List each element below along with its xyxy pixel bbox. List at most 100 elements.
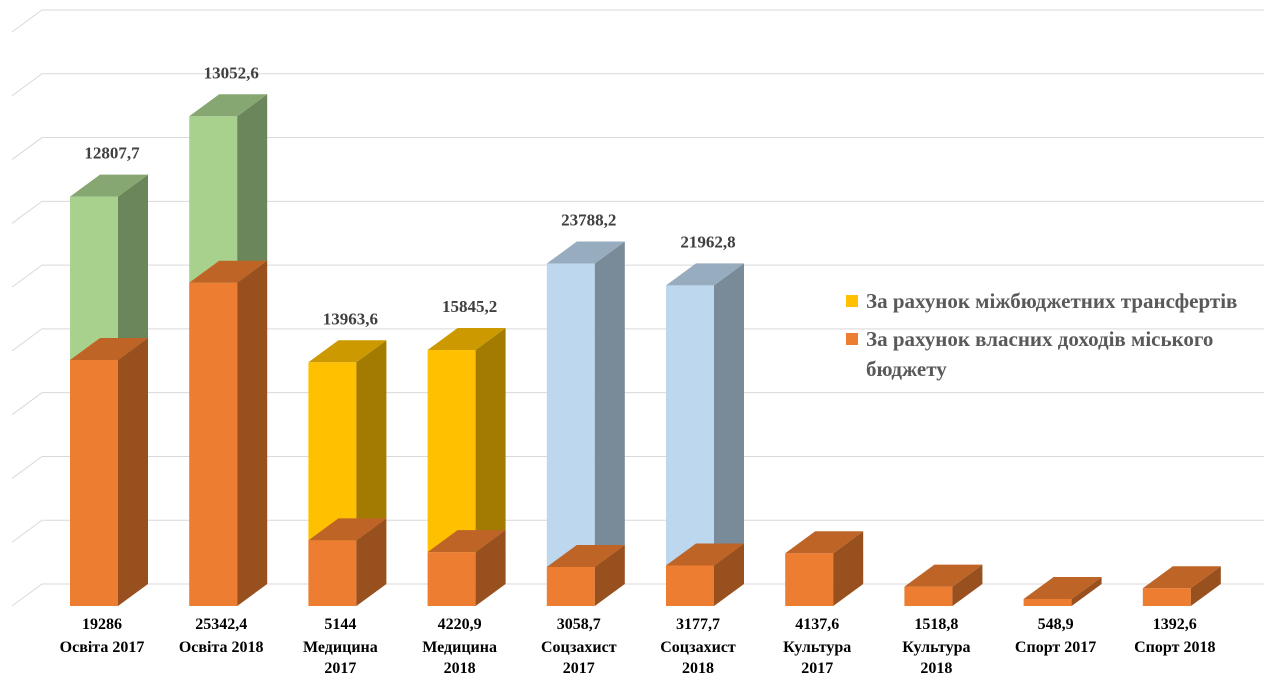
bar-transfers-front: [666, 285, 714, 566]
bar-own-revenue-front: [1023, 598, 1072, 606]
category-label: 2018: [682, 660, 714, 677]
legend-item-own-revenue: За рахунок власних доходів міського бюдж…: [846, 324, 1246, 384]
bar-transfers-front: [427, 350, 476, 553]
data-label-transfers: 23788,2: [561, 211, 616, 230]
data-label-own-revenue: 1392,6: [1153, 616, 1197, 633]
bar-own-revenue-front: [1142, 588, 1191, 606]
data-label-transfers: 12807,7: [84, 144, 140, 163]
bar-transfers-side: [118, 174, 148, 360]
bars: [70, 94, 1221, 606]
data-label-own-revenue: 4137,6: [795, 616, 839, 633]
bar-own-revenue-side: [1190, 566, 1221, 606]
bar-own-revenue-side: [594, 544, 625, 606]
bar-transfers-top: [308, 340, 387, 363]
data-label-own-revenue: 5144: [324, 616, 356, 633]
bar-transfers-top: [666, 263, 744, 286]
gridlines: [11, 9, 1264, 607]
category-label: 2018: [920, 660, 952, 677]
bar-transfers-side: [237, 94, 268, 283]
gridline: [11, 519, 1264, 543]
bar-own-revenue-side: [237, 260, 268, 606]
bar-own-revenue-side: [833, 531, 864, 606]
bar-transfers-front: [189, 116, 238, 283]
gridline: [11, 264, 1264, 288]
bar-transfers-side: [594, 241, 625, 567]
category-label: Медицина: [422, 639, 497, 656]
bar-own-revenue-front: [189, 282, 238, 606]
legend-label-own-revenue: За рахунок власних доходів міського бюдж…: [866, 327, 1214, 381]
bar-transfers-front: [546, 263, 595, 567]
bar-own-revenue-side: [475, 530, 506, 606]
bar-own-revenue-top: [666, 543, 744, 566]
gridline: [11, 328, 1264, 352]
gridline: [11, 455, 1264, 479]
category-label: Культура: [902, 639, 970, 656]
gridline: [11, 9, 1264, 33]
category-label: Соцзахист: [541, 639, 617, 656]
legend-item-transfers: За рахунок міжбюджетних трансфертів: [846, 286, 1246, 316]
bar-own-revenue-top: [904, 564, 983, 587]
category-label: Медицина: [303, 639, 378, 656]
category-label: Соцзахист: [660, 639, 736, 656]
data-label-transfers: 21962,8: [680, 232, 735, 251]
bar-own-revenue-top: [546, 544, 625, 567]
bar-own-revenue-front: [666, 565, 714, 606]
bar-own-revenue-front: [785, 553, 834, 606]
data-label-own-revenue: 19286: [82, 616, 122, 633]
bar-transfers-top: [70, 174, 148, 197]
category-label: Освіта 2017: [60, 639, 145, 656]
bar-transfers-top: [546, 241, 625, 264]
bar-transfers-side: [356, 340, 387, 541]
bar-own-revenue-side: [356, 518, 387, 606]
bar-transfers-front: [70, 196, 118, 360]
legend-swatch-own-revenue: [846, 333, 858, 345]
legend-label-transfers: За рахунок міжбюджетних трансфертів: [866, 289, 1238, 313]
bar-own-revenue-front: [70, 359, 118, 606]
category-label: 2017: [563, 660, 595, 677]
gridline: [11, 392, 1264, 416]
labels: 19286 12807,7 Освіта 2017 25342,4 13052,6 Осв…: [60, 63, 1216, 677]
bar-transfers-top: [427, 328, 506, 351]
data-label-transfers: 13052,6: [204, 63, 259, 82]
data-label-own-revenue: 3177,7: [676, 616, 720, 633]
bar-own-revenue-top: [1023, 576, 1102, 599]
bar-own-revenue-top: [785, 531, 864, 554]
bar-transfers-front: [308, 362, 357, 541]
bar-own-revenue-top: [1142, 566, 1221, 589]
gridline: [11, 137, 1264, 160]
bar-own-revenue-top: [70, 337, 148, 360]
bar-transfers-side: [714, 263, 744, 566]
data-label-transfers: 15845,2: [442, 297, 497, 316]
bar-transfers-top: [189, 94, 268, 117]
bar-transfers-side: [475, 328, 506, 553]
legend-swatch-transfers: [846, 295, 858, 307]
category-label: 2017: [324, 660, 356, 677]
bar-own-revenue-top: [427, 530, 506, 553]
bar-own-revenue-top: [308, 518, 387, 541]
legend: За рахунок міжбюджетних трансфертів За р…: [846, 286, 1246, 392]
bar-own-revenue-side: [1071, 576, 1102, 606]
gridline: [11, 200, 1264, 224]
bar-own-revenue-side: [714, 543, 744, 606]
bar-own-revenue-front: [308, 540, 357, 606]
data-label-own-revenue: 1518,8: [914, 616, 958, 633]
category-label: Спорт 2018: [1134, 639, 1215, 656]
data-label-own-revenue: 548,9: [1038, 616, 1074, 633]
bar-own-revenue-top: [189, 260, 268, 283]
bar-own-revenue-front: [427, 552, 476, 606]
category-label: 2018: [444, 660, 476, 677]
bar-own-revenue-front: [546, 566, 595, 606]
data-label-transfers: 13963,6: [323, 309, 378, 328]
bar-own-revenue-front: [904, 586, 953, 606]
gridline: [11, 73, 1264, 97]
data-label-own-revenue: 25342,4: [195, 616, 247, 633]
category-label: Освіта 2018: [179, 639, 264, 656]
data-label-own-revenue: 3058,7: [557, 616, 601, 633]
bar-own-revenue-side: [118, 337, 148, 606]
data-label-own-revenue: 4220,9: [438, 616, 482, 633]
category-label: Спорт 2017: [1015, 639, 1096, 656]
category-label: 2017: [801, 660, 833, 677]
bar-own-revenue-side: [952, 564, 983, 606]
